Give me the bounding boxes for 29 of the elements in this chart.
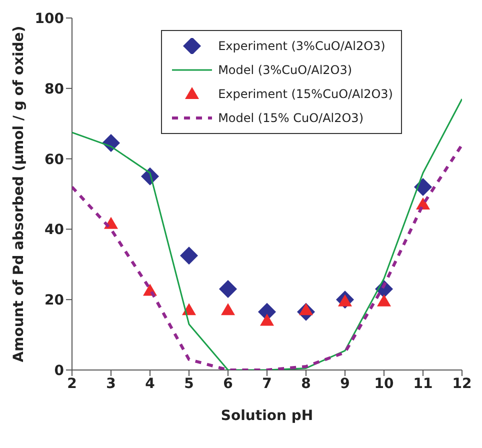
- x-tick-label: 8: [301, 376, 311, 392]
- point: [221, 303, 235, 316]
- legend-label: Experiment (3%CuO/Al2O3): [218, 39, 386, 53]
- y-tick-label: 100: [34, 10, 64, 27]
- y-tick-label: 20: [44, 292, 64, 309]
- y-tick-label: 40: [44, 222, 64, 238]
- point: [377, 294, 391, 306]
- x-tick-label: 11: [413, 376, 433, 392]
- x-tick-label: 3: [106, 376, 116, 392]
- legend-label: Model (15% CuO/Al2O3): [218, 111, 364, 125]
- x-tick-label: 7: [262, 376, 272, 392]
- x-tick-label: 9: [340, 376, 350, 392]
- point: [219, 280, 237, 298]
- y-tick-label: 0: [54, 362, 64, 379]
- legend-label: Experiment (15%CuO/Al2O3): [218, 87, 393, 101]
- point: [414, 178, 432, 196]
- x-tick-label: 5: [184, 376, 194, 392]
- legend-label: Model (3%CuO/Al2O3): [218, 63, 352, 77]
- x-tick-label: 2: [67, 376, 77, 392]
- x-tick-label: 10: [374, 376, 394, 392]
- x-tick-label: 6: [223, 376, 233, 392]
- x-axis-title: Solution pH: [220, 408, 314, 424]
- y-tick-label: 60: [44, 152, 64, 168]
- x-tick-label: 4: [145, 376, 156, 392]
- point: [180, 246, 198, 265]
- y-axis-title: Amount of Pd absorbed (μmol / g of oxide): [10, 26, 27, 362]
- x-tick-label: 12: [452, 376, 472, 392]
- point: [260, 314, 274, 326]
- y-tick-label: 80: [44, 81, 64, 98]
